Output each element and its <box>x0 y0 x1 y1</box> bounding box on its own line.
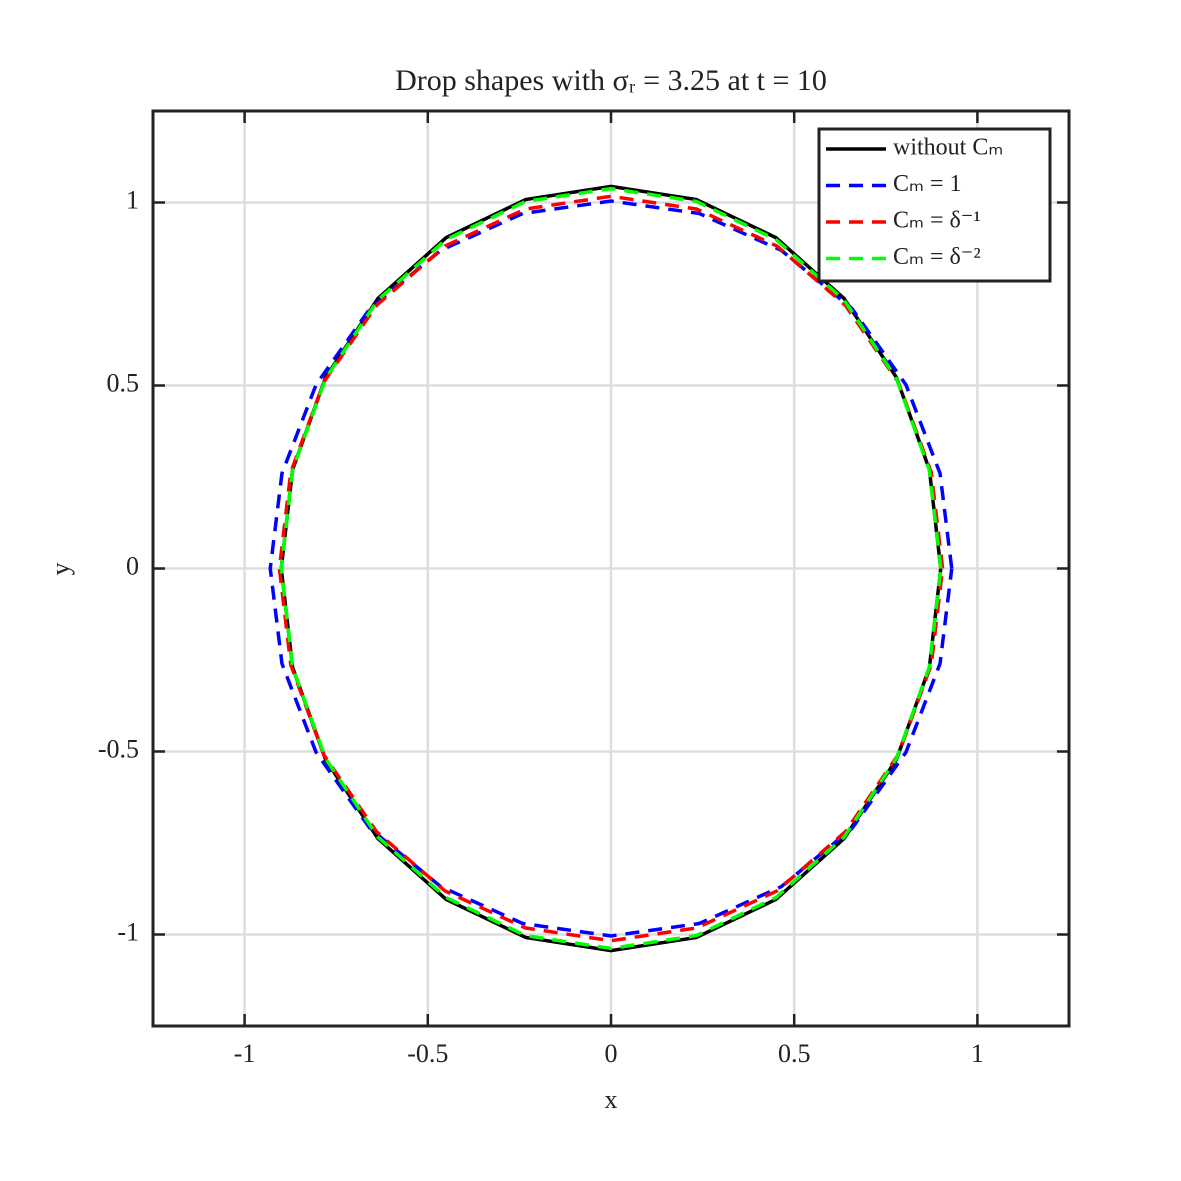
y-tick-label: 0.5 <box>107 368 140 397</box>
x-tick-label: 0.5 <box>778 1039 811 1068</box>
legend-label: without Cₘ <box>893 135 1003 161</box>
legend-label: Cₘ = δ⁻¹ <box>893 208 981 234</box>
y-tick-label: 1 <box>126 185 139 214</box>
x-tick-label: 1 <box>971 1039 984 1068</box>
y-tick-label: -0.5 <box>98 734 139 763</box>
y-tick-label: -1 <box>117 917 139 946</box>
chart-title: Drop shapes with σᵣ = 3.25 at t = 10 <box>395 64 827 97</box>
y-tick-label: 0 <box>126 551 139 580</box>
series-line <box>279 186 943 951</box>
x-tick-label: -1 <box>234 1039 256 1068</box>
legend-label: Cₘ = δ⁻² <box>893 244 981 270</box>
series-line <box>277 194 945 943</box>
x-tick-label: -0.5 <box>407 1039 448 1068</box>
x-tick-label: 0 <box>605 1039 618 1068</box>
legend-box <box>817 127 1052 283</box>
plot-frame <box>151 109 1071 1028</box>
legend-label: Cₘ = 1 <box>893 171 962 197</box>
x-axis-label: x <box>605 1085 618 1114</box>
y-axis-label: y <box>46 563 75 576</box>
